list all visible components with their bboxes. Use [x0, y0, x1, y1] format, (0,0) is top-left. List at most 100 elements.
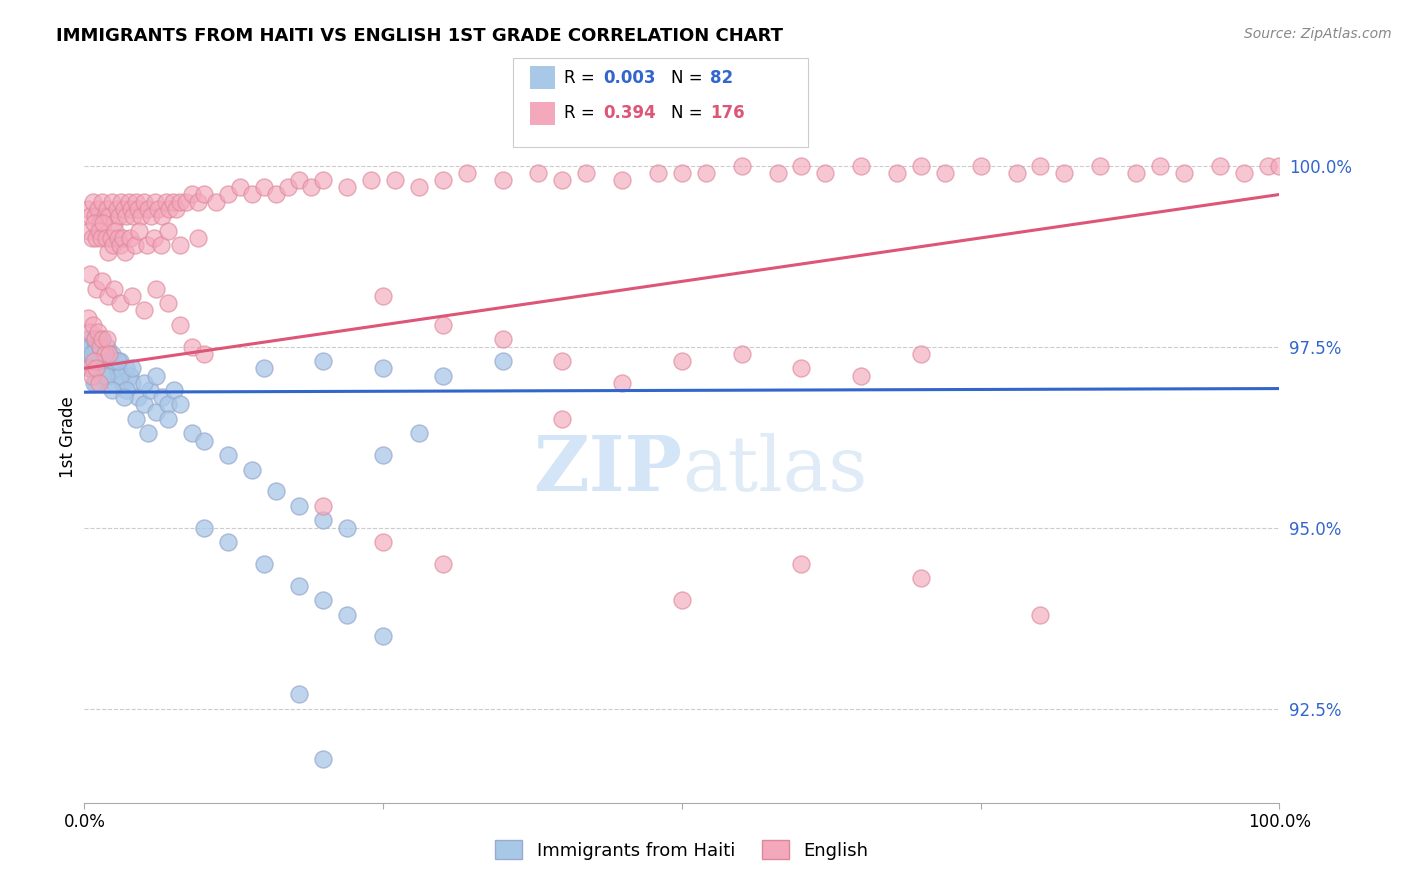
Point — [135, 238, 157, 252]
Point — [851, 159, 873, 173]
Point — [93, 347, 115, 361]
Point — [1173, 166, 1195, 180]
Point — [91, 194, 114, 209]
Point — [432, 368, 454, 383]
Point — [115, 209, 138, 223]
Point — [86, 202, 108, 216]
Point — [551, 173, 574, 187]
Point — [103, 282, 125, 296]
Legend: Immigrants from Haiti, English: Immigrants from Haiti, English — [488, 833, 876, 867]
Point — [671, 354, 693, 368]
Point — [86, 376, 108, 390]
Point — [79, 325, 101, 339]
Point — [1149, 159, 1171, 173]
Point — [93, 347, 115, 361]
Text: 82: 82 — [710, 69, 733, 87]
Point — [408, 180, 430, 194]
Point — [101, 347, 124, 361]
Point — [1209, 159, 1232, 173]
Point — [98, 209, 121, 223]
Point — [695, 166, 717, 180]
Point — [373, 629, 395, 643]
Point — [1029, 159, 1052, 173]
Point — [77, 224, 100, 238]
Point — [240, 187, 263, 202]
Point — [671, 166, 693, 180]
Point — [253, 180, 276, 194]
Point — [89, 340, 111, 354]
Point — [187, 231, 209, 245]
Point — [76, 340, 98, 354]
Point — [288, 687, 311, 701]
Point — [120, 202, 142, 216]
Point — [86, 325, 108, 339]
Point — [1005, 166, 1028, 180]
Point — [145, 282, 167, 296]
Point — [790, 557, 813, 571]
Point — [112, 390, 135, 404]
Point — [93, 361, 115, 376]
Point — [277, 180, 299, 194]
Point — [77, 310, 100, 325]
Point — [132, 303, 156, 318]
Point — [107, 368, 129, 383]
Point — [492, 354, 515, 368]
Point — [731, 347, 754, 361]
Text: IMMIGRANTS FROM HAITI VS ENGLISH 1ST GRADE CORRELATION CHART: IMMIGRANTS FROM HAITI VS ENGLISH 1ST GRA… — [56, 27, 783, 45]
Point — [910, 159, 932, 173]
Point — [132, 376, 156, 390]
Point — [148, 202, 170, 216]
Point — [551, 354, 574, 368]
Point — [101, 194, 124, 209]
Point — [121, 289, 143, 303]
Point — [157, 296, 180, 310]
Point — [83, 376, 105, 390]
Point — [108, 209, 131, 223]
Point — [100, 354, 122, 368]
Point — [312, 513, 335, 527]
Point — [97, 289, 120, 303]
Point — [384, 173, 406, 187]
Point — [111, 376, 134, 390]
Point — [165, 202, 187, 216]
Point — [79, 340, 101, 354]
Point — [1233, 166, 1256, 180]
Point — [149, 238, 172, 252]
Point — [336, 180, 359, 194]
Point — [193, 434, 215, 448]
Point — [1268, 159, 1291, 173]
Point — [150, 390, 173, 404]
Point — [157, 202, 180, 216]
Point — [169, 194, 191, 209]
Point — [83, 354, 105, 368]
Point — [312, 499, 335, 513]
Point — [83, 216, 105, 230]
Point — [100, 231, 122, 245]
Point — [129, 209, 152, 223]
Point — [432, 173, 454, 187]
Point — [79, 267, 101, 281]
Point — [139, 383, 162, 397]
Point — [373, 289, 395, 303]
Point — [96, 202, 118, 216]
Point — [77, 332, 100, 346]
Point — [1029, 607, 1052, 622]
Point — [141, 209, 163, 223]
Point — [118, 231, 141, 245]
Point — [114, 245, 136, 260]
Point — [97, 361, 120, 376]
Point — [86, 231, 108, 245]
Point — [84, 209, 107, 223]
Point — [103, 354, 125, 368]
Point — [264, 484, 287, 499]
Point — [94, 354, 117, 368]
Point — [115, 383, 138, 397]
Point — [91, 368, 114, 383]
Point — [82, 318, 104, 332]
Point — [1053, 166, 1076, 180]
Point — [181, 187, 204, 202]
Point — [155, 194, 177, 209]
Point — [814, 166, 837, 180]
Point — [163, 383, 186, 397]
Point — [82, 194, 104, 209]
